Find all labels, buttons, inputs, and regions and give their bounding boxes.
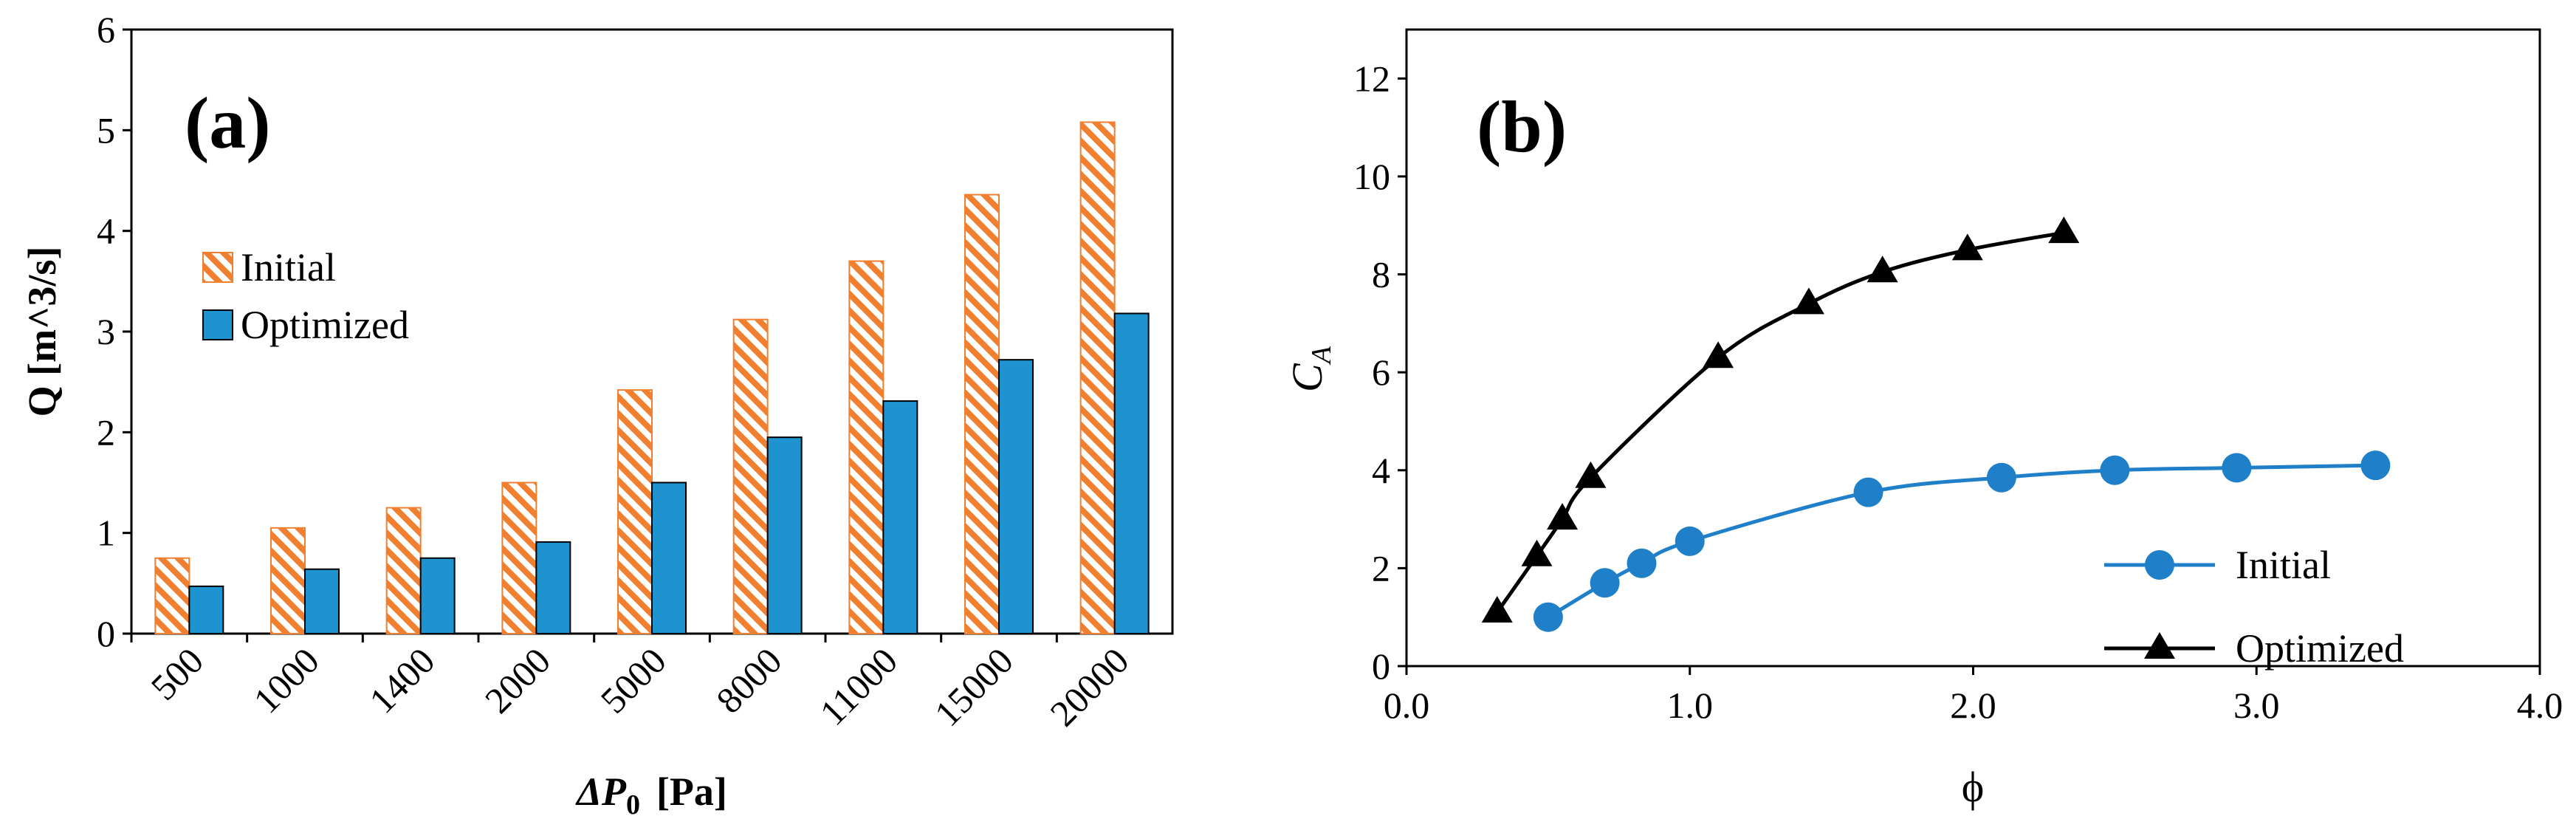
chart-b-legend-initial: Initial	[2236, 543, 2331, 587]
chart-a-x-label-sub: 0	[626, 789, 640, 820]
chart-b-y-tick-label: 0	[1372, 645, 1390, 687]
chart-a-legend-initial: Initial	[241, 245, 336, 289]
chart-b-series-line-optimized	[1495, 230, 2064, 614]
chart-b-point-optimized	[2048, 216, 2080, 244]
chart-a-bar-optimized	[304, 568, 340, 634]
chart-b-legend: Initial Optimized	[2104, 543, 2404, 671]
chart-b-point-optimized	[1575, 461, 1607, 488]
chart-b-x-axis-label: ϕ	[1962, 763, 1985, 811]
chart-b-point-initial	[1627, 548, 1657, 578]
chart-a-y-tick-label: 6	[97, 9, 115, 50]
chart-a-y-tick-label: 4	[97, 210, 115, 252]
chart-a-y-tick-label: 3	[97, 311, 115, 352]
chart-a-bar-optimized	[1113, 312, 1150, 634]
chart-b-point-initial	[1853, 477, 1883, 507]
chart-a-x-axis-label: ΔP0 [Pa]	[575, 769, 727, 820]
chart-a-bar-initial	[964, 193, 1000, 634]
chart-b-x-tick-label: 1.0	[1667, 685, 1714, 726]
chart-a-y-axis-label: Q [m^3/s]	[20, 247, 64, 417]
chart-a-bar-optimized	[419, 557, 456, 634]
chart-b-point-initial	[1590, 568, 1620, 598]
chart-b-y-axis-label: CA	[1283, 346, 1337, 392]
chart-b-series-line-initial	[1547, 463, 2376, 619]
chart-a-y-ticks: 0 1 2 3 4 5 6	[97, 9, 131, 654]
chart-a-panel-label: (a)	[185, 82, 271, 164]
chart-b-x-tick-label: 4.0	[2517, 685, 2563, 726]
chart-b-point-optimized	[1866, 256, 1898, 283]
chart-a-bar-optimized	[766, 436, 803, 635]
chart-b-legend-marker-optimized	[2144, 632, 2175, 659]
chart-a-y-tick-label: 1	[97, 513, 115, 554]
chart-a-bar-initial	[1079, 121, 1116, 634]
chart-b-point-optimized	[1547, 503, 1579, 530]
chart-a-x-tick-label: 11000	[811, 640, 905, 733]
chart-a-bar-initial	[732, 318, 769, 634]
chart-b-point-initial	[1986, 462, 2016, 493]
chart-b-point-initial	[2100, 455, 2130, 485]
chart-a-legend-swatch-optimized	[202, 309, 233, 340]
chart-a-bar-optimized	[882, 400, 918, 634]
chart-b-y-tick-label: 2	[1372, 547, 1390, 589]
chart-b-y-tick-label: 12	[1353, 58, 1390, 99]
chart-a-bar-initial	[270, 527, 306, 634]
chart-b-point-optimized	[1793, 287, 1824, 315]
chart-a-x-tick-label: 500	[142, 640, 211, 708]
chart-b-legend-optimized: Optimized	[2236, 626, 2404, 671]
chart-a-x-tick-label: 1000	[245, 640, 326, 721]
chart-a-x-ticks: 500 1000 1400 2000 5000 8000 11000 15000 20000	[130, 634, 1136, 734]
chart-b-y-tick-label: 6	[1372, 352, 1390, 393]
chart-a-legend-optimized: Optimized	[241, 303, 409, 347]
chart-b-y-label-main: C	[1283, 363, 1331, 392]
chart-a-x-tick-label: 15000	[927, 640, 1021, 734]
chart-a-y-tick-label: 2	[97, 411, 115, 453]
chart-b-point-initial	[2222, 453, 2252, 483]
chart-b-point-initial	[1533, 602, 1563, 632]
chart-b-y-label-sub: A	[1306, 346, 1337, 366]
chart-b-point-optimized	[1521, 539, 1553, 566]
chart-a-bar-initial	[385, 507, 422, 634]
chart-a-x-tick-label: 2000	[477, 640, 558, 721]
chart-b-lines	[1481, 216, 2391, 632]
chart-a-x-tick-label: 1400	[361, 640, 442, 721]
chart-b-plot-frame	[1405, 28, 2541, 668]
chart-a-legend: Initial Optimized	[202, 245, 409, 347]
chart-b-x-tick-label: 2.0	[1950, 685, 1996, 726]
chart-a-bar-initial	[848, 260, 885, 634]
chart-a-bar-optimized	[535, 541, 571, 634]
chart-b-x-ticks: 0.0 1.0 2.0 3.0 4.0	[1384, 666, 2563, 726]
chart-a: 0 1 2 3 4 5 6 500 1000 1400 2000 5000 8000 11000 1500…	[20, 9, 1174, 820]
chart-b-y-tick-label: 8	[1372, 254, 1390, 295]
chart-b-point-initial	[1675, 526, 1705, 556]
chart-b-point-optimized	[1481, 596, 1513, 623]
chart-b-point-optimized	[1951, 233, 1983, 261]
chart-a-bar-optimized	[651, 481, 687, 634]
chart-b: 0 2 4 6 8 10 12 0.0 1.0 2.0 3.0 4.0 (b) CA ϕ Initi…	[1283, 28, 2563, 811]
chart-a-bars	[154, 121, 1150, 635]
chart-b-x-tick-label: 3.0	[2233, 685, 2280, 726]
chart-a-x-label-main: ΔP	[575, 769, 627, 814]
chart-a-bar-initial	[501, 481, 537, 634]
chart-a-x-tick-label: 8000	[708, 640, 789, 721]
chart-a-bar-optimized	[998, 359, 1034, 634]
chart-b-y-ticks: 0 2 4 6 8 10 12	[1353, 58, 1407, 687]
chart-a-y-tick-label: 5	[97, 109, 115, 151]
chart-b-point-initial	[2360, 450, 2391, 481]
chart-a-x-tick-label: 5000	[592, 640, 673, 721]
chart-b-x-tick-label: 0.0	[1384, 685, 1430, 726]
chart-b-y-tick-label: 10	[1353, 156, 1390, 197]
chart-b-point-optimized	[1703, 341, 1734, 368]
chart-b-y-tick-label: 4	[1372, 450, 1390, 491]
chart-a-x-tick-label: 20000	[1042, 640, 1136, 734]
chart-a-bar-initial	[617, 389, 653, 634]
chart-b-legend-marker-initial	[2145, 550, 2174, 580]
chart-a-legend-swatch-initial	[202, 252, 233, 283]
chart-a-bar-initial	[154, 557, 190, 634]
chart-a-x-label-unit: [Pa]	[656, 769, 727, 814]
chart-a-y-tick-label: 0	[97, 613, 115, 654]
chart-b-panel-label: (b)	[1477, 86, 1567, 168]
chart-a-bar-optimized	[188, 585, 224, 635]
